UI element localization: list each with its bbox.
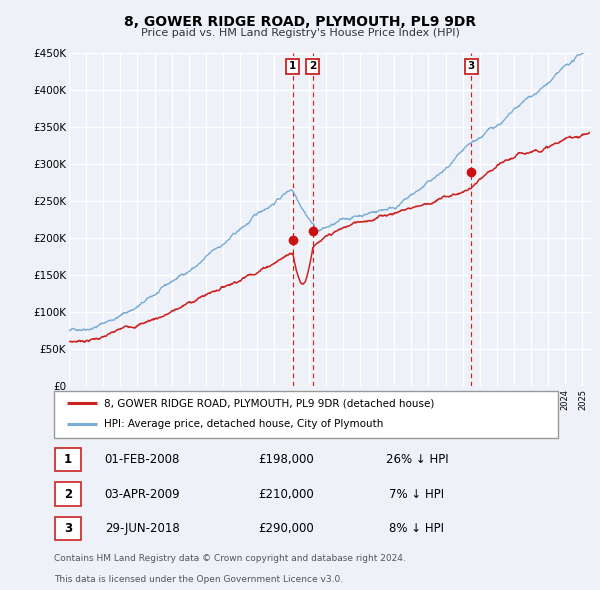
FancyBboxPatch shape bbox=[55, 517, 81, 540]
Text: £290,000: £290,000 bbox=[258, 522, 314, 535]
Text: 29-JUN-2018: 29-JUN-2018 bbox=[105, 522, 179, 535]
Text: 26% ↓ HPI: 26% ↓ HPI bbox=[386, 453, 448, 466]
Text: £210,000: £210,000 bbox=[258, 487, 314, 501]
Text: 01-FEB-2008: 01-FEB-2008 bbox=[104, 453, 180, 466]
Text: £198,000: £198,000 bbox=[258, 453, 314, 466]
Text: 3: 3 bbox=[64, 522, 72, 535]
Text: 3: 3 bbox=[467, 61, 475, 71]
Text: 03-APR-2009: 03-APR-2009 bbox=[104, 487, 180, 501]
Text: 8, GOWER RIDGE ROAD, PLYMOUTH, PL9 9DR: 8, GOWER RIDGE ROAD, PLYMOUTH, PL9 9DR bbox=[124, 15, 476, 29]
Text: 2: 2 bbox=[309, 61, 317, 71]
Text: 7% ↓ HPI: 7% ↓ HPI bbox=[389, 487, 445, 501]
FancyBboxPatch shape bbox=[54, 391, 558, 438]
Text: This data is licensed under the Open Government Licence v3.0.: This data is licensed under the Open Gov… bbox=[54, 575, 343, 584]
Text: 1: 1 bbox=[64, 453, 72, 466]
Text: HPI: Average price, detached house, City of Plymouth: HPI: Average price, detached house, City… bbox=[104, 419, 384, 429]
FancyBboxPatch shape bbox=[55, 483, 81, 506]
FancyBboxPatch shape bbox=[55, 448, 81, 471]
Text: 1: 1 bbox=[289, 61, 296, 71]
Text: 2: 2 bbox=[64, 487, 72, 501]
Text: Contains HM Land Registry data © Crown copyright and database right 2024.: Contains HM Land Registry data © Crown c… bbox=[54, 554, 406, 563]
Text: 8% ↓ HPI: 8% ↓ HPI bbox=[389, 522, 445, 535]
Text: 8, GOWER RIDGE ROAD, PLYMOUTH, PL9 9DR (detached house): 8, GOWER RIDGE ROAD, PLYMOUTH, PL9 9DR (… bbox=[104, 398, 435, 408]
Text: Price paid vs. HM Land Registry's House Price Index (HPI): Price paid vs. HM Land Registry's House … bbox=[140, 28, 460, 38]
